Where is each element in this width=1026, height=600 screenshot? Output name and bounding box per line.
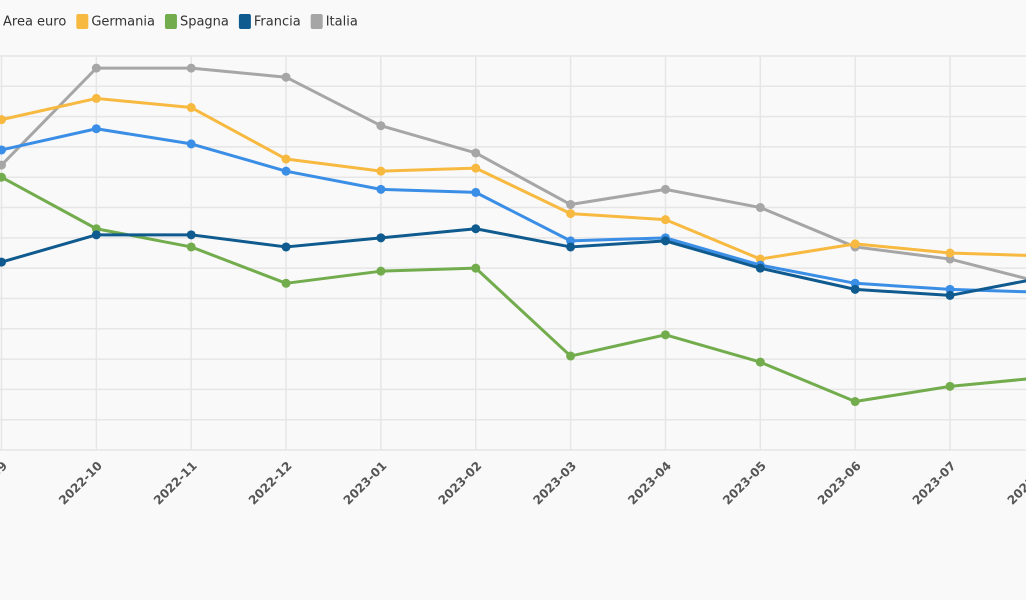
data-point	[0, 172, 6, 182]
data-point	[0, 145, 6, 155]
data-point	[281, 154, 291, 164]
data-point	[945, 381, 955, 391]
data-point	[376, 184, 386, 194]
data-point	[0, 257, 6, 267]
data-point	[281, 278, 291, 288]
legend-swatch	[238, 14, 251, 29]
data-point	[755, 203, 765, 213]
data-point	[91, 63, 101, 73]
data-point	[186, 242, 196, 252]
data-point	[91, 230, 101, 240]
legend-item: Area euro	[3, 15, 66, 30]
data-point	[566, 351, 576, 361]
x-tick-label: 2023-07	[910, 459, 959, 508]
data-point	[471, 263, 481, 273]
data-point	[376, 121, 386, 131]
data-point	[755, 263, 765, 273]
data-point	[186, 139, 196, 149]
legend-label: Spagna	[180, 15, 229, 30]
legend-swatch	[164, 14, 177, 29]
data-point	[850, 397, 860, 407]
legend-swatch	[76, 14, 89, 29]
x-tick-label: 2023-05	[720, 459, 769, 508]
data-point	[566, 242, 576, 252]
data-point	[471, 224, 481, 234]
data-point	[660, 236, 670, 246]
data-point	[281, 72, 291, 82]
data-point	[281, 242, 291, 252]
x-tick-label: 2023-08	[1005, 459, 1026, 508]
x-tick-label: 2023-06	[815, 459, 864, 508]
series-line	[1, 96, 1026, 261]
data-point	[281, 166, 291, 176]
data-point	[850, 239, 860, 249]
legend-label: Germania	[91, 15, 155, 30]
legend-item: Germania	[76, 14, 155, 30]
data-point	[660, 330, 670, 340]
data-point	[566, 200, 576, 210]
data-point	[566, 209, 576, 219]
x-tick-label: 2023-03	[530, 459, 579, 508]
legend-label: Francia	[254, 15, 301, 30]
data-point	[660, 215, 670, 225]
data-point	[755, 357, 765, 367]
data-point	[186, 103, 196, 113]
data-point	[850, 284, 860, 294]
series-line	[0, 66, 1026, 281]
x-tick-label: 2023-01	[341, 459, 390, 508]
data-point	[91, 93, 101, 103]
series-line	[1, 127, 1026, 294]
data-point	[91, 124, 101, 134]
legend-label: Area euro	[3, 15, 66, 30]
data-point	[471, 187, 481, 197]
data-point	[376, 166, 386, 176]
series-line	[0, 175, 1026, 404]
x-tick-label: 2022-12	[246, 459, 295, 508]
x-tick-label: 2022-09	[0, 459, 10, 508]
x-tick-label: 2022-11	[151, 459, 200, 508]
data-point	[376, 266, 386, 276]
data-point	[471, 148, 481, 158]
series-line	[1, 227, 1026, 297]
x-tick-label: 2022-10	[56, 459, 105, 508]
legend-swatch	[310, 14, 323, 29]
data-point	[376, 233, 386, 243]
data-point	[186, 63, 196, 73]
data-point	[945, 248, 955, 258]
x-tick-label: 2023-02	[436, 459, 485, 508]
legend-item: Italia	[310, 14, 358, 30]
legend-item: Francia	[238, 14, 301, 30]
data-point	[186, 230, 196, 240]
x-tick-label: 2023-04	[625, 459, 674, 508]
data-point	[0, 160, 6, 170]
data-point	[945, 290, 955, 300]
data-point	[0, 115, 6, 125]
data-point	[471, 163, 481, 173]
legend-item: Spagna	[164, 14, 229, 30]
data-point	[660, 184, 670, 194]
legend-label: Italia	[326, 15, 358, 30]
